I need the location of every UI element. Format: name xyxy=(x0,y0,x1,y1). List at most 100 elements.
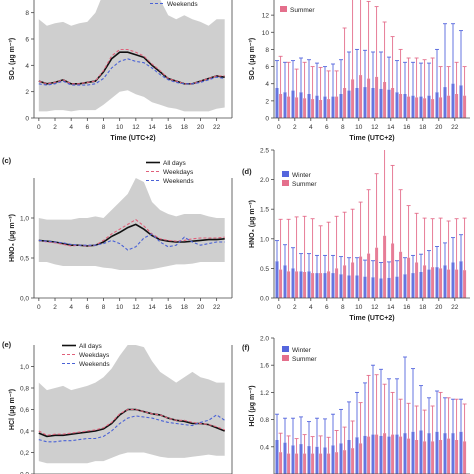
bar-summer xyxy=(423,265,427,298)
x-tick-label: 10 xyxy=(355,304,363,311)
y-tick-label: 0,4 xyxy=(20,429,29,436)
panel-c: 0,0 0,5 1,0 0 2 4 6 8 10 12 14 16 18 20 22 HNO₃ (µg m⁻³… xyxy=(2,156,233,311)
bar-winter xyxy=(275,261,279,298)
y-tick-label: 4 xyxy=(265,81,269,88)
panel-label: (d) xyxy=(242,167,252,176)
series-line-all-days xyxy=(38,223,225,247)
y-tick-label: 0.5 xyxy=(260,266,269,273)
legend-swatch xyxy=(282,180,289,186)
x-tick-label: 8 xyxy=(341,304,345,311)
y-axis-label: HNO₃ (µg m⁻³) xyxy=(249,200,256,248)
bar-winter xyxy=(323,447,327,474)
bar-summer xyxy=(407,96,411,118)
bar-winter xyxy=(315,273,319,298)
bar-winter xyxy=(339,443,343,474)
x-tick-label: 8 xyxy=(102,124,106,131)
y-tick-label: 2.0 xyxy=(260,336,269,343)
bar-winter xyxy=(291,445,295,474)
x-tick-label: 14 xyxy=(387,304,395,311)
bar-summer xyxy=(359,75,363,118)
bar-summer xyxy=(415,262,419,298)
x-tick-label: 22 xyxy=(213,304,221,311)
bar-summer xyxy=(303,272,307,298)
y-axis-label: HCl (µg m⁻³) xyxy=(249,385,256,426)
bar-winter xyxy=(331,445,335,474)
x-tick-label: 4 xyxy=(309,124,313,131)
bar-winter xyxy=(427,433,431,474)
bar-summer xyxy=(375,76,379,118)
plot-area xyxy=(38,0,225,112)
legend-label: Summer xyxy=(290,7,315,14)
bar-winter xyxy=(275,440,279,474)
y-tick-label: 2 xyxy=(265,98,269,105)
legend-label: Weekdays xyxy=(163,169,194,176)
bar-summer xyxy=(327,99,331,118)
bar-summer xyxy=(351,262,355,298)
bar-winter xyxy=(379,88,383,118)
x-tick-label: 12 xyxy=(371,304,379,311)
bar-winter xyxy=(307,271,311,298)
x-tick-label: 16 xyxy=(403,304,411,311)
bar-summer xyxy=(375,434,379,474)
y-axis-label: HNO₃ (µg m⁻³) xyxy=(9,214,16,262)
bar-winter xyxy=(395,434,399,474)
bar-summer xyxy=(335,268,339,298)
y-tick-label: 0.8 xyxy=(260,417,269,424)
bar-summer xyxy=(463,270,467,298)
bar-winter xyxy=(411,95,415,118)
plot-area xyxy=(38,345,226,464)
series-line-weekends xyxy=(38,58,225,86)
bar-winter xyxy=(379,435,383,474)
x-tick-label: 20 xyxy=(197,304,205,311)
bar-summer xyxy=(311,453,315,474)
bar-winter xyxy=(443,265,447,298)
x-tick-label: 12 xyxy=(132,304,140,311)
series-line-weekdays xyxy=(38,408,225,436)
bar-summer xyxy=(399,94,403,118)
x-axis-label: Time (UTC+2) xyxy=(349,135,394,142)
bar-summer xyxy=(287,271,291,298)
bar-summer xyxy=(415,440,419,474)
x-tick-label: 10 xyxy=(355,124,363,131)
x-tick-label: 6 xyxy=(325,124,329,131)
legend-label: Weekends xyxy=(167,1,198,8)
bar-winter xyxy=(403,94,407,118)
panel-e: 0,0 0,2 0,4 0,6 0,8 1,0 HCl (µg m⁻³) (e) All day… xyxy=(2,340,233,474)
x-tick-label: 0 xyxy=(277,304,281,311)
bar-summer xyxy=(343,88,347,118)
x-tick-label: 14 xyxy=(148,124,156,131)
bar-winter xyxy=(291,268,295,298)
legend-label: All days xyxy=(163,160,187,167)
bar-summer xyxy=(335,96,339,118)
bar-winter xyxy=(419,272,423,298)
bar-winter xyxy=(307,446,311,474)
bar-summer xyxy=(455,440,459,474)
panel-label: (c) xyxy=(2,156,12,165)
x-tick-label: 0 xyxy=(277,124,281,131)
bar-winter xyxy=(387,277,391,298)
y-axis-label: SO₂ (µg m⁻³) xyxy=(9,38,16,80)
y-tick-label: 6 xyxy=(25,37,29,44)
series-line-weekends xyxy=(38,414,226,443)
bar-summer xyxy=(319,453,323,474)
range-band xyxy=(38,178,225,270)
bar-summer xyxy=(431,267,435,298)
bar-winter xyxy=(451,83,455,118)
bar-summer xyxy=(311,273,315,298)
bar-winter xyxy=(379,278,383,298)
bar-summer xyxy=(351,79,355,118)
bar-summer xyxy=(295,271,299,298)
x-tick-label: 20 xyxy=(435,124,443,131)
legend-swatch xyxy=(282,355,289,361)
bar-winter xyxy=(363,276,367,298)
x-tick-label: 20 xyxy=(435,304,443,311)
y-tick-label: 0,0 xyxy=(20,472,29,474)
bar-winter xyxy=(283,92,287,118)
panel-a: 0 2 4 6 8 0 2 4 6 8 10 12 14 16 18 20 22 Time (UTC+2) SO₂ … xyxy=(9,0,233,142)
y-tick-label: 0,5 xyxy=(20,256,29,263)
bar-summer xyxy=(383,82,387,118)
bar-winter xyxy=(331,273,335,298)
bar-winter xyxy=(419,96,423,118)
plot-area xyxy=(275,356,467,474)
